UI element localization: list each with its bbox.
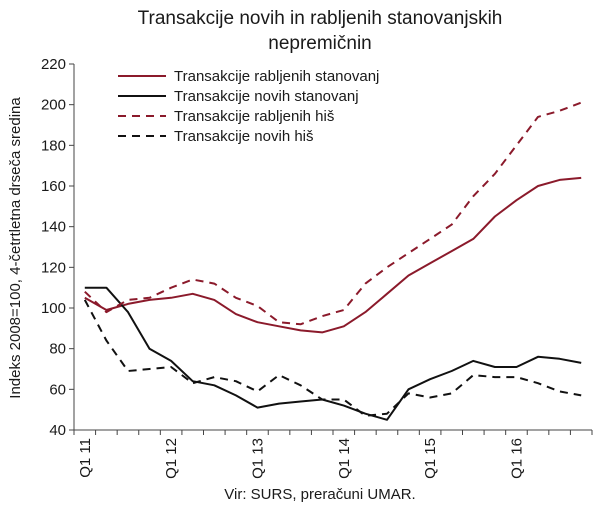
x-tick-label: Q1 16 — [508, 438, 525, 479]
y-tick-label: 220 — [41, 56, 66, 73]
series-line-3 — [84, 101, 582, 326]
chart-title-line-1: Transakcije novih in rabljenih stanovanj… — [137, 8, 503, 29]
series-layer — [83, 101, 582, 421]
x-tick-label: Q1 15 — [422, 438, 439, 479]
y-tick-label: 40 — [49, 422, 66, 439]
x-tick-label: Q1 11 — [77, 438, 94, 478]
legend-label: Transakcije rabljenih hiš — [174, 108, 334, 125]
x-tick-label: Q1 12 — [163, 438, 180, 479]
legend-label: Transakcije novih stanovanj — [174, 88, 359, 105]
y-tick-label: 200 — [41, 97, 66, 114]
y-tick-label: 80 — [49, 341, 66, 358]
y-tick-label: 160 — [41, 178, 66, 195]
legend-label: Transakcije novih hiš — [174, 128, 314, 145]
y-tick-label: 100 — [41, 300, 66, 317]
legend-label: Transakcije rabljenih stanovanj — [174, 68, 379, 85]
y-tick-label: 140 — [41, 219, 66, 236]
chart-title-line-2: nepremičnin — [268, 33, 372, 54]
series-line-1 — [84, 176, 582, 334]
series-line-2 — [84, 286, 582, 421]
legend: Transakcije rabljenih stanovanj Transakci… — [118, 68, 379, 145]
source-note: Vir: SURS, preračuni UMAR. — [224, 486, 416, 503]
x-tick-label: Q1 14 — [336, 438, 353, 479]
chart-title: Transakcije novih in rabljenih stanovanj… — [60, 6, 580, 56]
series-line-4 — [83, 299, 582, 417]
y-tick-label: 180 — [41, 137, 66, 154]
y-tick-label: 60 — [49, 381, 66, 398]
y-tick-label: 120 — [41, 259, 66, 276]
y-axis-label: Indeks 2008=100, 4-četrtletna drseča sre… — [7, 97, 24, 399]
axes: 40 60 80 100 120 140 160 180 200 220 Q1 11 Q1 12 Q1 … — [41, 56, 593, 479]
x-tick-label: Q1 13 — [249, 438, 266, 479]
